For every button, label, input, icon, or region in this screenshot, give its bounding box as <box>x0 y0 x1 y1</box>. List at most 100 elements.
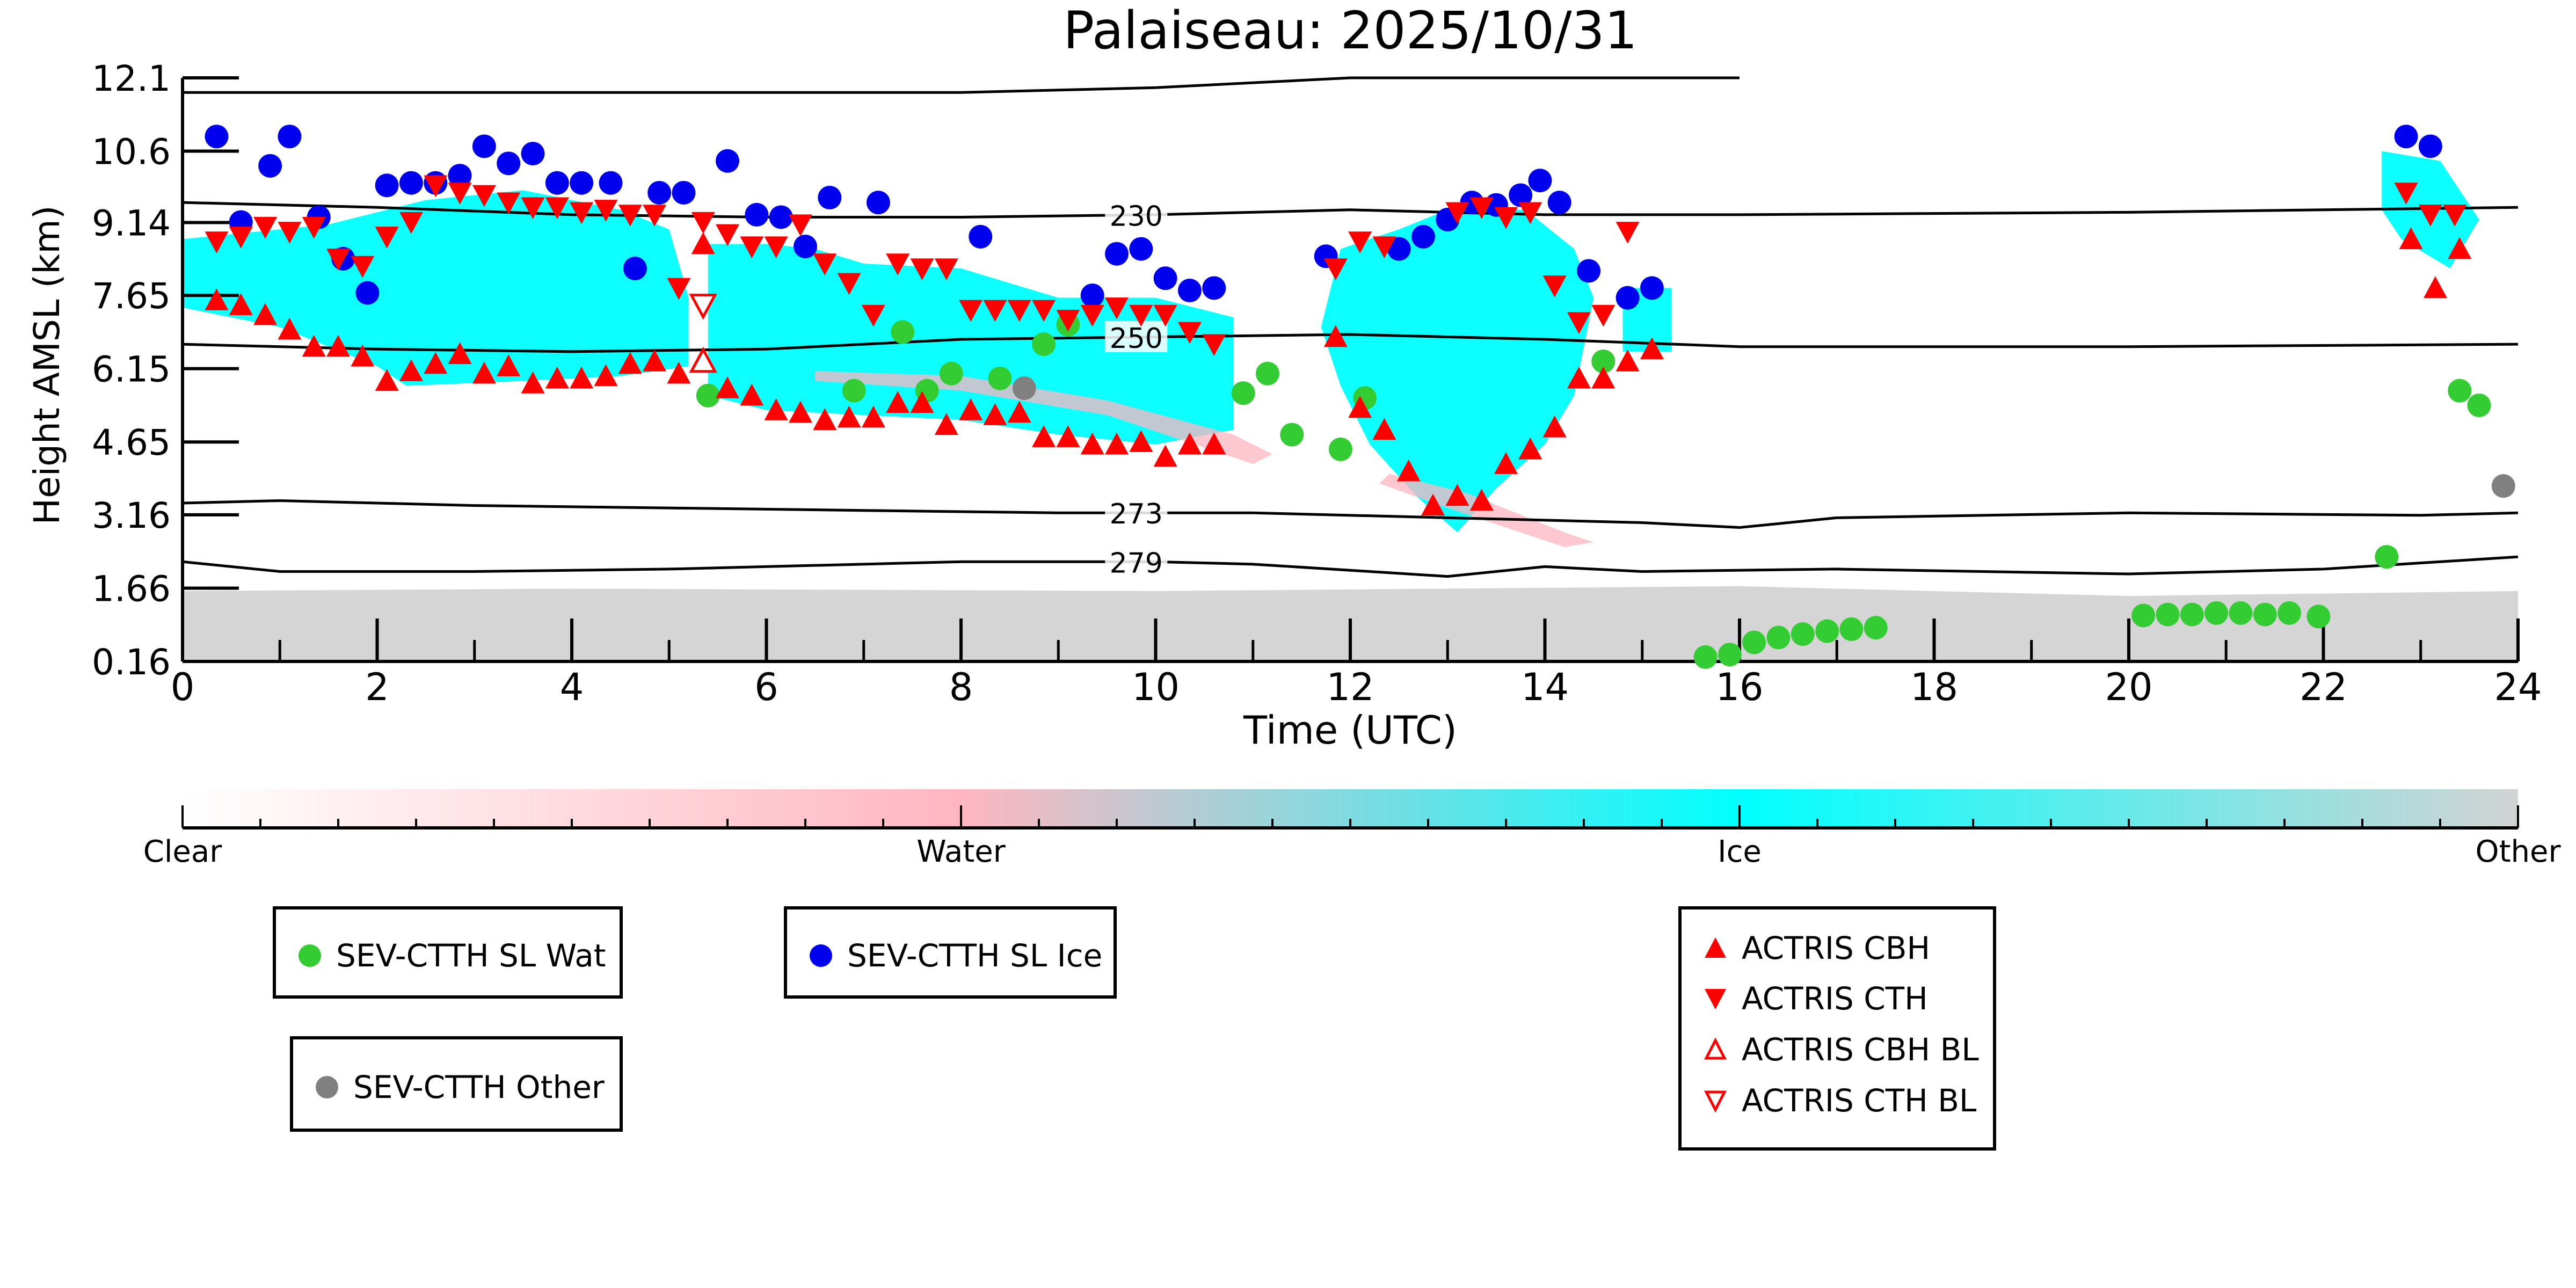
data-point-actris-cbh <box>740 383 764 406</box>
data-point-sev-ctth-sl-ice <box>375 173 399 198</box>
legend-label: SEV-CTTH SL Wat <box>336 937 606 974</box>
data-point-actris-cth <box>1494 207 1518 229</box>
legend-label: ACTRIS CBH BL <box>1742 1031 1979 1068</box>
y-tick-label: 0.16 <box>92 642 171 683</box>
data-point-actris-cbh <box>399 359 423 381</box>
legend-sev-wat: SEV-CTTH SL Wat <box>273 906 623 999</box>
data-point-actris-cth <box>716 224 739 246</box>
data-point-sev-ctth-sl-wat <box>1032 332 1056 356</box>
data-point-actris-cbh <box>764 398 788 420</box>
legend-sev-other: SEV-CTTH Other <box>290 1036 623 1132</box>
cloud-region-water <box>815 371 1272 464</box>
y-tick-label: 4.65 <box>92 422 171 463</box>
data-point-actris-cbh <box>1323 325 1348 347</box>
legend-entry-actris-cbh: ACTRIS CBH <box>1703 929 1930 967</box>
data-point-actris-cbh <box>448 342 472 365</box>
data-point-sev-ctth-sl-wat <box>2253 602 2277 627</box>
y-tick-label: 10.6 <box>92 132 171 173</box>
data-point-actris-cbh <box>424 352 448 374</box>
data-point-actris-cbh <box>1518 437 1542 460</box>
triangle-up-open-icon <box>1704 1037 1727 1060</box>
legend-sev-ice: SEV-CTTH SL Ice <box>784 906 1117 999</box>
data-point-actris-cbh <box>545 366 569 389</box>
legend-label: ACTRIS CTH BL <box>1742 1082 1977 1119</box>
data-point-actris-cbh <box>1007 401 1031 423</box>
data-point-actris-cbh <box>1591 366 1616 389</box>
data-point-actris-cbh <box>643 350 667 372</box>
data-point-actris-cth <box>351 256 375 278</box>
data-point-sev-ctth-sl-ice <box>769 205 793 229</box>
data-point-actris-cbh <box>1421 493 1445 516</box>
data-point-sev-ctth-sl-ice <box>521 142 545 166</box>
x-tick-label: 18 <box>1910 665 1958 709</box>
data-point-actris-cbh <box>2399 227 2423 250</box>
x-tick-label: 10 <box>1132 665 1180 709</box>
data-point-actris-cbh <box>788 401 812 423</box>
data-point-actris-cbh <box>959 398 983 420</box>
data-point-actris-cth <box>934 258 958 281</box>
data-point-sev-ctth-sl-ice <box>258 154 282 178</box>
data-point-sev-ctth-sl-ice <box>794 235 817 259</box>
data-point-sev-ctth-sl-wat <box>1255 361 1279 385</box>
isotherm-label-bg <box>1105 545 1168 577</box>
gray-circle-icon <box>316 1076 338 1098</box>
x-tick-label: 2 <box>365 665 389 709</box>
cloud-region-ice <box>708 244 1234 445</box>
colorbar-label-other: Other <box>2475 834 2561 869</box>
data-point-actris-cbh <box>886 391 910 413</box>
data-point-actris-cth <box>643 205 667 227</box>
data-point-actris-cbh <box>1348 396 1372 418</box>
x-tick-label: 20 <box>2105 665 2152 709</box>
data-point-sev-ctth-other <box>1012 376 1036 401</box>
data-point-actris-cbh <box>351 344 375 367</box>
data-point-actris-cth <box>1616 222 1640 244</box>
data-point-actris-cbh <box>691 232 715 254</box>
data-point-actris-cbh <box>229 293 253 316</box>
data-point-actris-cbh <box>618 352 642 374</box>
data-point-actris-cth <box>813 253 837 275</box>
data-point-actris-cbh <box>983 403 1007 425</box>
data-point-actris-cbh <box>2423 276 2447 299</box>
data-point-actris-cth <box>1542 275 1567 297</box>
data-point-sev-ctth-sl-ice <box>647 180 672 205</box>
data-point-sev-ctth-sl-wat <box>2375 545 2399 569</box>
data-point-sev-ctth-sl-ice <box>623 257 647 281</box>
data-point-actris-cth <box>983 300 1007 322</box>
data-point-actris-cbh <box>1567 366 1591 389</box>
data-point-sev-ctth-sl-wat <box>1693 645 1718 669</box>
data-point-sev-ctth-sl-ice <box>472 134 496 158</box>
data-point-actris-cbh <box>1105 432 1129 455</box>
data-point-sev-ctth-sl-ice <box>2418 134 2442 158</box>
data-point-sev-ctth-sl-wat <box>1839 617 1864 641</box>
data-point-actris-cth <box>1080 304 1104 327</box>
data-point-actris-cth <box>253 216 278 239</box>
data-point-actris-cbh <box>1445 484 1469 506</box>
isotherm-line <box>182 499 2519 529</box>
isotherm-label: 230 <box>1110 200 1163 232</box>
data-point-sev-ctth-sl-ice <box>1411 224 1435 249</box>
data-point-actris-cth <box>448 183 472 205</box>
data-point-actris-cbh <box>861 405 885 428</box>
isotherm-line-top <box>183 76 1740 94</box>
data-point-sev-ctth-sl-ice <box>818 186 842 210</box>
data-point-actris-cbh <box>570 366 594 389</box>
data-point-sev-ctth-sl-ice <box>1387 237 1411 261</box>
data-point-actris-cbh <box>1177 432 1202 455</box>
data-point-sev-ctth-sl-wat <box>1766 625 1791 650</box>
data-point-sev-ctth-sl-wat <box>1742 630 1766 654</box>
data-point-actris-cth <box>1153 304 1177 327</box>
data-point-sev-ctth-sl-wat <box>1791 622 1815 646</box>
green-circle-icon <box>299 944 321 967</box>
data-point-sev-ctth-sl-wat <box>1280 423 1304 447</box>
data-point-actris-cbh <box>934 413 958 435</box>
data-point-sev-ctth-sl-ice <box>1177 279 1202 303</box>
data-point-actris-cbh <box>1396 459 1421 482</box>
data-point-sev-ctth-sl-wat <box>2467 393 2491 417</box>
data-point-actris-cth <box>764 236 788 259</box>
x-tick-label: 0 <box>171 665 195 709</box>
data-point-sev-ctth-sl-wat <box>988 366 1012 390</box>
data-point-actris-cth <box>424 175 448 198</box>
data-point-sev-ctth-sl-wat <box>2204 601 2229 625</box>
data-point-actris-cbh <box>1129 430 1153 452</box>
data-point-actris-cth <box>1567 312 1591 334</box>
